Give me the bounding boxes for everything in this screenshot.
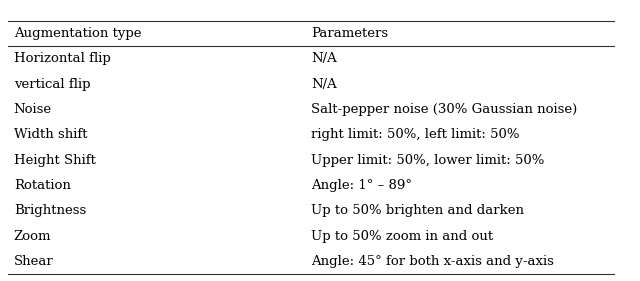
Text: right limit: 50%, left limit: 50%: right limit: 50%, left limit: 50% [311,128,520,141]
Text: Parameters: Parameters [311,27,388,40]
Text: Zoom: Zoom [14,230,51,243]
Text: Height Shift: Height Shift [14,154,95,167]
Text: Horizontal flip: Horizontal flip [14,52,111,65]
Text: Rotation: Rotation [14,179,70,192]
Text: Width shift: Width shift [14,128,87,141]
Text: Up to 50% brighten and darken: Up to 50% brighten and darken [311,204,524,217]
Text: Upper limit: 50%, lower limit: 50%: Upper limit: 50%, lower limit: 50% [311,154,544,167]
Text: Salt-pepper noise (30% Gaussian noise): Salt-pepper noise (30% Gaussian noise) [311,103,577,116]
Text: Augmentation type: Augmentation type [14,27,141,40]
Text: Brightness: Brightness [14,204,86,217]
Text: Shear: Shear [14,255,54,268]
Text: Noise: Noise [14,103,52,116]
Text: vertical flip: vertical flip [14,78,90,91]
Text: Up to 50% zoom in and out: Up to 50% zoom in and out [311,230,493,243]
Text: N/A: N/A [311,52,337,65]
Text: Angle: 1° – 89°: Angle: 1° – 89° [311,179,412,192]
Text: N/A: N/A [311,78,337,91]
Text: Angle: 45° for both x-axis and y-axis: Angle: 45° for both x-axis and y-axis [311,255,554,268]
